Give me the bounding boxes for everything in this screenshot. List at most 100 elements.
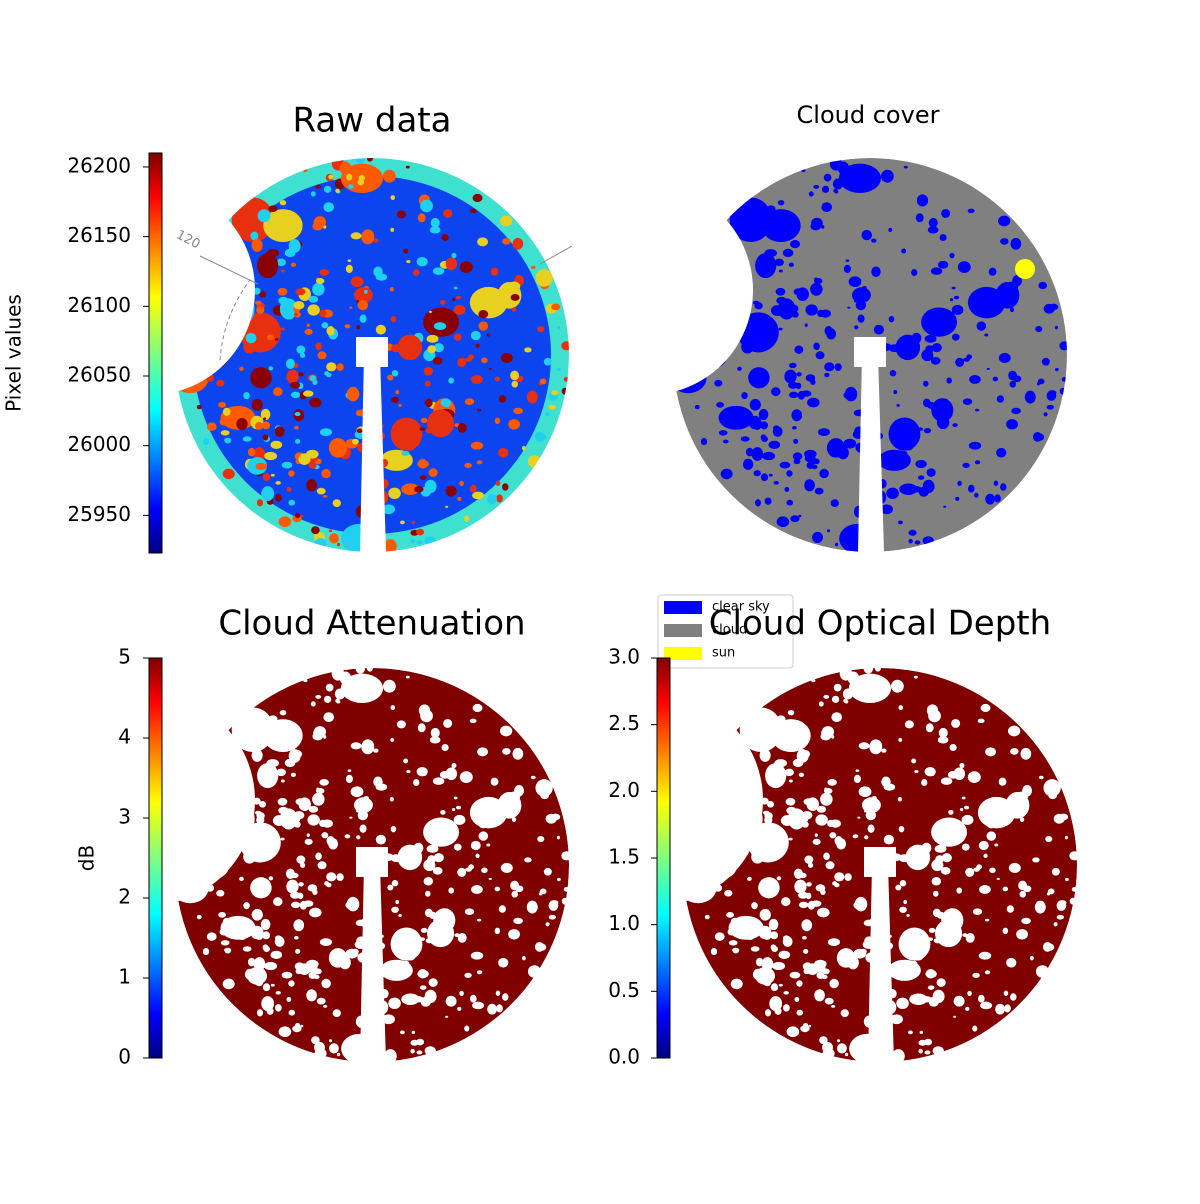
sky-blob (359, 314, 367, 323)
sky-blob (778, 327, 783, 331)
sky-blob (255, 462, 267, 470)
sky-blob (968, 441, 982, 450)
sky-blob (290, 772, 296, 777)
sky-blob (725, 297, 729, 301)
sky-blob (952, 423, 958, 427)
sky-blob (440, 299, 446, 305)
sky-blob (980, 703, 991, 713)
sky-blob (414, 486, 424, 493)
sky-blob (821, 726, 835, 738)
sky-blob (1005, 281, 1019, 292)
sky-blob (196, 404, 202, 410)
sky-blob (847, 306, 851, 309)
sky-blob (956, 887, 962, 894)
sky-blob (808, 1024, 812, 1028)
sky-blob (417, 459, 428, 469)
sky-blob (1049, 390, 1057, 396)
sky-blob (250, 231, 259, 241)
colorbar-tick-label: 4 (118, 725, 131, 749)
colorbar-tick-label: 0.0 (608, 1045, 640, 1069)
sky-blob (416, 1038, 425, 1046)
sky-blob (247, 957, 256, 967)
sky-blob (916, 194, 929, 207)
sky-blob (288, 239, 301, 253)
sky-blob (995, 1003, 1006, 1015)
sky-blob (453, 333, 462, 341)
sky-blob (332, 1009, 341, 1018)
sky-blob (563, 376, 571, 382)
sky-blob (478, 819, 489, 829)
sky-blob (276, 768, 286, 777)
sky-blob (451, 807, 456, 812)
sky-blob (477, 747, 489, 757)
sky-blob (352, 948, 359, 955)
sky-blob (965, 867, 975, 877)
sky-blob (308, 295, 319, 303)
sky-blob (511, 380, 519, 388)
sky-blob (224, 947, 232, 953)
sky-blob (921, 778, 928, 787)
sky-blob (1035, 325, 1043, 333)
sky-blob (241, 778, 252, 791)
sky-blob (390, 315, 397, 323)
sky-blob (490, 777, 499, 786)
sky-blob (834, 872, 845, 882)
sky-blob (751, 850, 764, 864)
sky-blob (912, 486, 922, 493)
sky-blob (202, 775, 213, 783)
sky-blob (806, 461, 815, 469)
sky-blob (328, 1039, 333, 1043)
sky-blob (319, 309, 327, 318)
sky-blob (430, 217, 440, 228)
sky-blob (978, 840, 989, 851)
sky-blob (400, 1030, 405, 1035)
sky-blob (350, 276, 364, 288)
sky-blob (393, 941, 405, 955)
sky-blob (883, 783, 896, 791)
sky-blob (955, 357, 965, 367)
sky-blob (350, 786, 364, 798)
sky-blob (926, 468, 936, 477)
sky-blob (174, 839, 180, 843)
sky-blob (889, 370, 897, 377)
sky-blob (395, 899, 400, 905)
sky-blob (1046, 404, 1054, 410)
sky-blob (977, 718, 985, 724)
sky-blob (814, 989, 825, 1002)
sky-blob (317, 861, 327, 870)
sky-blob (752, 770, 757, 775)
sky-blob (424, 1046, 436, 1056)
sky-blob (472, 703, 483, 713)
sky-blob (312, 282, 325, 296)
sky-blob (383, 679, 396, 693)
sky-blob (908, 538, 913, 544)
sky-blob (939, 234, 947, 241)
sky-blob (819, 468, 829, 479)
sky-blob (296, 345, 306, 354)
sky-blob (1065, 877, 1069, 882)
sky-blob (347, 259, 352, 262)
sky-blob (803, 948, 809, 954)
colorbar-tick-label: 5 (118, 645, 131, 669)
sky-blob (815, 351, 825, 360)
sky-blob (1069, 897, 1077, 905)
sky-blob (469, 484, 477, 493)
sky-blob (786, 1026, 800, 1038)
sky-blob (896, 997, 909, 1009)
sky-blob (822, 1048, 835, 1059)
sky-blob (824, 372, 830, 378)
sky-blob (1038, 775, 1044, 780)
sky-blob (904, 720, 914, 729)
sky-blob (315, 788, 325, 794)
sky-blob (772, 426, 783, 437)
sky-blob (475, 343, 480, 349)
sky-blob (715, 804, 721, 809)
sky-blob (464, 972, 472, 978)
sky-blob (288, 725, 301, 739)
sky-blob (266, 334, 274, 341)
sky-blob (700, 437, 708, 446)
sky-blob (288, 470, 295, 477)
sky-blob (695, 266, 701, 272)
sky-blob (303, 390, 314, 397)
sky-blob (295, 948, 301, 954)
